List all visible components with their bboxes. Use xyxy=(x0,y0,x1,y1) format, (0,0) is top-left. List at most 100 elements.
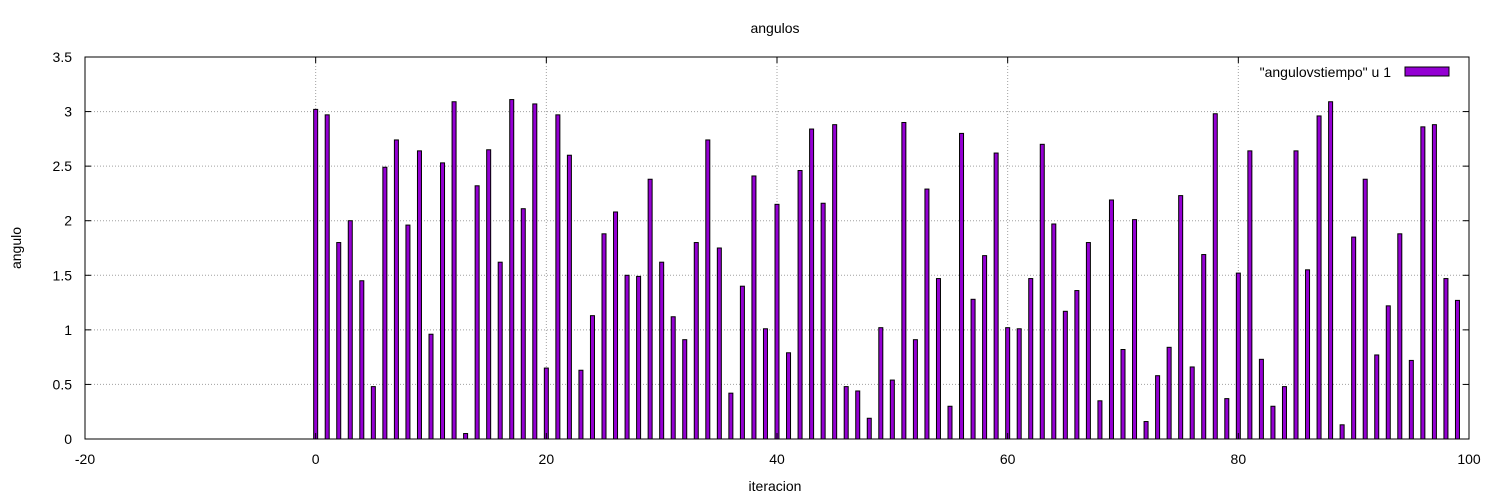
y-tick-label: 0.5 xyxy=(53,376,73,392)
y-tick-label: 1 xyxy=(64,322,72,338)
bar xyxy=(463,433,469,440)
bar xyxy=(520,208,526,440)
bar xyxy=(428,333,434,440)
bar xyxy=(1212,113,1218,440)
legend-swatch xyxy=(1404,66,1450,77)
chart-title: angulos xyxy=(750,20,799,36)
bar xyxy=(1385,305,1391,440)
bar xyxy=(659,261,665,440)
legend: "angulovstiempo" u 1 xyxy=(1260,64,1450,80)
bar xyxy=(970,298,976,440)
x-axis-label: iteracion xyxy=(749,478,802,494)
bar xyxy=(1166,346,1172,440)
bar xyxy=(347,220,353,440)
bar xyxy=(624,274,630,440)
y-tick-label: 2.5 xyxy=(53,158,73,174)
bar xyxy=(647,178,653,440)
x-tick-label: 20 xyxy=(539,451,555,467)
bar xyxy=(1178,195,1184,440)
bar xyxy=(1155,375,1161,440)
bar xyxy=(716,247,722,440)
bar xyxy=(1108,199,1114,440)
y-tick-label: 1.5 xyxy=(53,267,73,283)
bar xyxy=(1362,178,1368,440)
bar xyxy=(1132,219,1138,440)
x-tick-label: -20 xyxy=(75,451,95,467)
legend-label: "angulovstiempo" u 1 xyxy=(1260,64,1392,80)
bar xyxy=(1258,358,1264,440)
bar xyxy=(832,124,838,440)
bar xyxy=(1316,115,1322,440)
bar xyxy=(1074,290,1080,440)
bar xyxy=(1016,328,1022,440)
bar xyxy=(589,315,595,440)
bar xyxy=(324,114,330,440)
bar xyxy=(313,108,319,440)
x-tick-label: 0 xyxy=(312,451,320,467)
bar xyxy=(532,103,538,440)
bar xyxy=(1085,242,1091,440)
bar xyxy=(566,154,572,440)
bar xyxy=(935,278,941,440)
bar xyxy=(820,202,826,440)
bar xyxy=(405,224,411,440)
bar xyxy=(1443,278,1449,440)
bar xyxy=(728,392,734,440)
bar xyxy=(855,390,861,440)
bar xyxy=(993,152,999,440)
bar xyxy=(924,188,930,440)
bar xyxy=(1224,398,1230,440)
bar xyxy=(1247,150,1253,440)
bar xyxy=(797,170,803,440)
bar xyxy=(1339,424,1345,440)
bar xyxy=(1005,327,1011,440)
bar xyxy=(359,280,365,440)
bar xyxy=(762,328,768,440)
bar xyxy=(393,139,399,440)
x-tick-label: 60 xyxy=(1000,451,1016,467)
bar xyxy=(878,327,884,440)
bar xyxy=(682,339,688,440)
bar xyxy=(1143,421,1149,440)
bar xyxy=(982,255,988,440)
bar xyxy=(474,185,480,440)
x-tick-labels: -20 0 20 40 60 80 100 xyxy=(75,451,1481,467)
x-tick-label: 100 xyxy=(1457,451,1481,467)
bar xyxy=(1454,299,1460,440)
y-tick-label: 0 xyxy=(64,431,72,447)
bar xyxy=(1120,349,1126,440)
bar xyxy=(739,285,745,440)
bar xyxy=(601,233,607,440)
bar xyxy=(555,114,561,440)
bar xyxy=(440,162,446,440)
y-tick-labels: 0 0.5 1 1.5 2 2.5 3 3.5 xyxy=(53,49,73,447)
bar xyxy=(1062,310,1068,440)
bar xyxy=(543,367,549,440)
bar xyxy=(613,211,619,440)
bar xyxy=(1051,223,1057,440)
bar xyxy=(451,101,457,440)
bar xyxy=(1270,405,1276,440)
bar xyxy=(1201,254,1207,440)
x-tick-label: 40 xyxy=(769,451,785,467)
bar xyxy=(809,128,815,440)
bar xyxy=(774,203,780,440)
bar xyxy=(416,150,422,440)
bars xyxy=(313,99,1460,440)
bar xyxy=(947,405,953,440)
bar xyxy=(509,99,515,440)
bar xyxy=(1028,278,1034,440)
bar xyxy=(497,261,503,440)
bar xyxy=(843,386,849,440)
bar xyxy=(866,417,872,440)
y-tick-label: 2 xyxy=(64,213,72,229)
bar xyxy=(901,121,907,440)
bar xyxy=(1420,126,1426,440)
bar xyxy=(1328,101,1334,440)
y-axis-label: angulo xyxy=(8,227,24,269)
ticks xyxy=(84,56,1470,440)
bar xyxy=(693,242,699,440)
y-tick-label: 3 xyxy=(64,104,72,120)
bar xyxy=(1097,400,1103,440)
